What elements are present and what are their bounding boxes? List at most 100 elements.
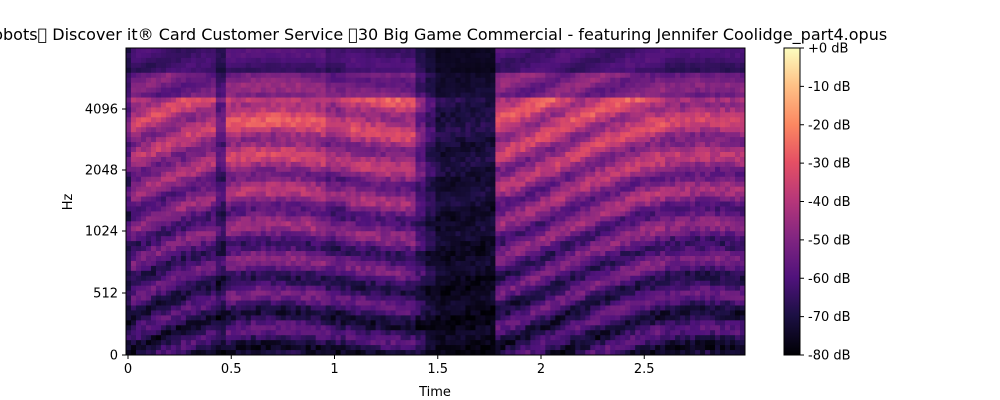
spectrogram-cell — [500, 330, 506, 336]
spectrogram-cell — [415, 186, 422, 193]
spectrogram-cell — [430, 226, 437, 232]
spectrogram-cell — [365, 310, 372, 316]
spectrogram-cell — [420, 340, 427, 346]
spectrogram-cell — [150, 57, 157, 64]
spectrogram-cell — [285, 290, 292, 297]
spectrogram-cell — [500, 67, 506, 74]
spectrogram-cell — [465, 255, 472, 262]
spectrogram-cell — [165, 72, 172, 79]
spectrogram-cell — [475, 171, 482, 178]
spectrogram-cell — [195, 196, 202, 203]
spectrogram-cell — [510, 161, 516, 168]
spectrogram-cell — [325, 48, 332, 54]
spectrogram-cell — [295, 82, 302, 89]
spectrogram-cell — [455, 216, 462, 222]
spectrogram-cell — [405, 270, 412, 277]
spectrogram-cell — [315, 171, 322, 178]
spectrogram-cell — [310, 181, 317, 188]
spectrogram-cell — [390, 216, 397, 222]
spectrogram-cell — [515, 107, 521, 113]
spectrogram-cell — [270, 97, 277, 104]
spectrogram-cell — [295, 67, 302, 74]
spectrogram-cell — [170, 285, 177, 292]
spectrogram-cell — [205, 275, 212, 282]
spectrogram-cell — [400, 117, 407, 123]
spectrogram-cell — [460, 87, 467, 94]
spectrogram-cell — [130, 107, 137, 113]
spectrogram-cell — [360, 132, 367, 138]
spectrogram-cell — [300, 295, 307, 302]
spectrogram-cell — [240, 335, 247, 341]
spectrogram-cell — [320, 300, 327, 307]
spectrogram-cell — [520, 305, 526, 312]
spectrogram-cell — [375, 181, 382, 188]
spectrogram-cell — [520, 176, 526, 183]
spectrogram-cell — [335, 325, 342, 331]
spectrogram-cell — [365, 251, 372, 257]
spectrogram-cell — [470, 320, 477, 326]
spectrogram-cell — [210, 107, 217, 113]
spectrogram-cell — [395, 191, 402, 198]
spectrogram-cell — [420, 226, 427, 232]
spectrogram-cell — [300, 181, 307, 188]
spectrogram-cell — [440, 265, 447, 272]
spectrogram-cell — [285, 48, 292, 54]
spectrogram-cell — [345, 211, 352, 217]
spectrogram-cell — [285, 320, 292, 326]
spectrogram-cell — [435, 196, 442, 203]
spectrogram-cell — [200, 171, 207, 178]
spectrogram-cell — [510, 112, 516, 118]
spectrogram-cell — [175, 48, 182, 54]
spectrogram-cell — [450, 57, 457, 64]
spectrogram-cell — [450, 196, 457, 203]
spectrogram-cell — [170, 251, 177, 257]
spectrogram-cell — [285, 265, 292, 272]
spectrogram-cell — [330, 260, 337, 267]
spectrogram-cell — [325, 122, 332, 128]
spectrogram-cell — [245, 52, 252, 59]
spectrogram-cell — [260, 295, 267, 302]
spectrogram-cell — [440, 196, 447, 203]
spectrogram-cell — [135, 137, 142, 143]
spectrogram-cell — [230, 161, 237, 168]
spectrogram-cell — [260, 87, 267, 94]
spectrogram-cell — [325, 166, 332, 173]
spectrogram-cell — [260, 330, 267, 336]
spectrogram-cell — [480, 335, 487, 341]
spectrogram-cell — [200, 137, 207, 143]
spectrogram-cell — [350, 181, 357, 188]
spectrogram-cell — [385, 142, 392, 148]
spectrogram-cell — [170, 147, 177, 153]
spectrogram-cell — [295, 72, 302, 79]
spectrogram-cell — [405, 186, 412, 193]
spectrogram-cell — [510, 290, 516, 297]
spectrogram-cell — [425, 176, 432, 183]
spectrogram-cell — [310, 57, 317, 64]
spectrogram-cell — [285, 191, 292, 198]
spectrogram-cell — [385, 265, 392, 272]
spectrogram-cell — [280, 340, 287, 346]
spectrogram-cell — [270, 290, 277, 297]
spectrogram-cell — [175, 260, 182, 267]
spectrogram-cell — [460, 231, 467, 237]
spectrogram-cell — [305, 171, 312, 178]
spectrogram-cell — [235, 97, 242, 104]
spectrogram-cell — [490, 97, 496, 104]
spectrogram-cell — [145, 350, 152, 355]
spectrogram-cell — [245, 211, 252, 217]
spectrogram-cell — [510, 92, 516, 99]
spectrogram-cell — [510, 231, 516, 237]
spectrogram-cell — [495, 72, 501, 79]
spectrogram-cell — [310, 241, 317, 247]
spectrogram-cell — [285, 147, 292, 153]
spectrogram-cell — [360, 211, 367, 217]
spectrogram-cell — [325, 236, 332, 242]
spectrogram-cell — [145, 275, 152, 282]
spectrogram-cell — [445, 122, 452, 128]
spectrogram-cell — [505, 345, 511, 351]
spectrogram-cell — [265, 176, 272, 183]
spectrogram-cell — [250, 320, 257, 326]
spectrogram-cell — [350, 295, 357, 302]
spectrogram-cell — [135, 82, 142, 89]
spectrogram-cell — [285, 345, 292, 351]
